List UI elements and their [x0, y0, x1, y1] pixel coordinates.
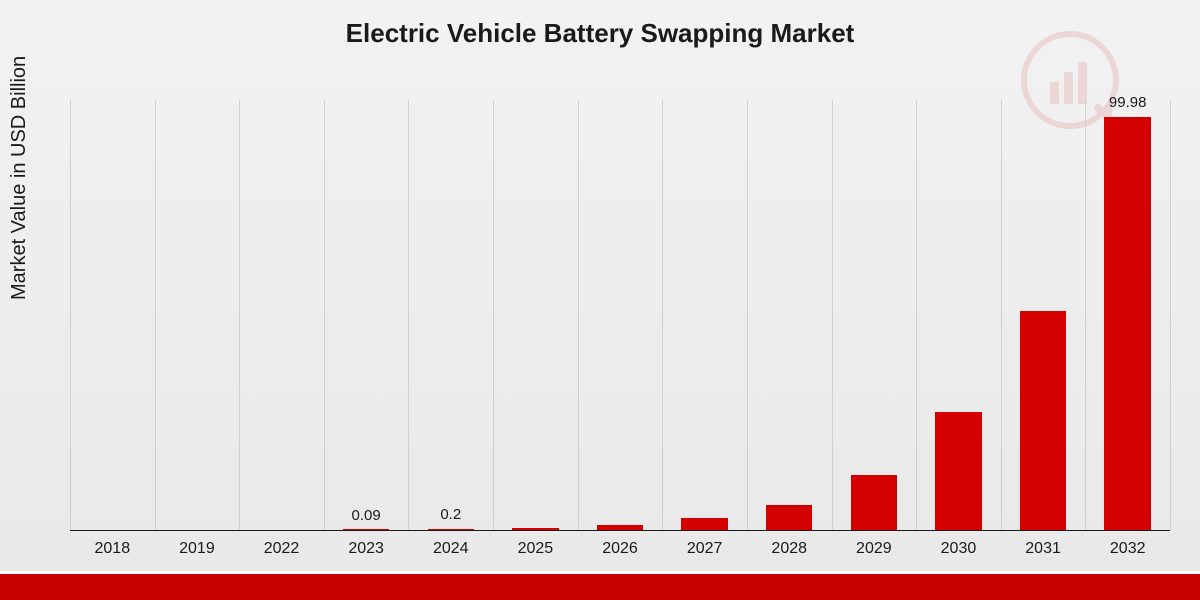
x-tick-label: 2023 [348, 540, 384, 558]
x-tick-label: 2028 [771, 540, 807, 558]
bar [851, 475, 898, 530]
grid-line [1085, 100, 1086, 530]
grid-line [916, 100, 917, 530]
grid-line [155, 100, 156, 530]
x-axis [70, 530, 1170, 531]
bar [1104, 117, 1151, 530]
x-tick-label: 2027 [687, 540, 723, 558]
grid-line [324, 100, 325, 530]
x-tick-label: 2024 [433, 540, 469, 558]
bar [766, 505, 813, 530]
grid-line [70, 100, 71, 530]
bar-value-label: 0.2 [440, 506, 461, 523]
x-tick-label: 2029 [856, 540, 892, 558]
bar [1020, 311, 1067, 530]
x-tick-label: 2025 [518, 540, 554, 558]
bar-value-label: 99.98 [1109, 94, 1147, 111]
grid-line [1170, 100, 1171, 530]
x-tick-label: 2019 [179, 540, 215, 558]
grid-line [578, 100, 579, 530]
x-tick-label: 2026 [602, 540, 638, 558]
grid-line [1001, 100, 1002, 530]
grid-line [493, 100, 494, 530]
grid-line [747, 100, 748, 530]
grid-line [662, 100, 663, 530]
grid-line [832, 100, 833, 530]
grid-line [239, 100, 240, 530]
x-tick-label: 2018 [95, 540, 131, 558]
bar [681, 518, 728, 530]
x-tick-label: 2030 [941, 540, 977, 558]
grid-line [408, 100, 409, 530]
bar-value-label: 0.09 [352, 507, 381, 524]
plot-area: 0.090.299.98 [70, 100, 1170, 530]
footer-bar [0, 574, 1200, 600]
y-axis-label: Market Value in USD Billion [8, 56, 31, 300]
x-tick-label: 2032 [1110, 540, 1146, 558]
bar [935, 412, 982, 530]
x-tick-label: 2031 [1025, 540, 1061, 558]
x-tick-label: 2022 [264, 540, 300, 558]
